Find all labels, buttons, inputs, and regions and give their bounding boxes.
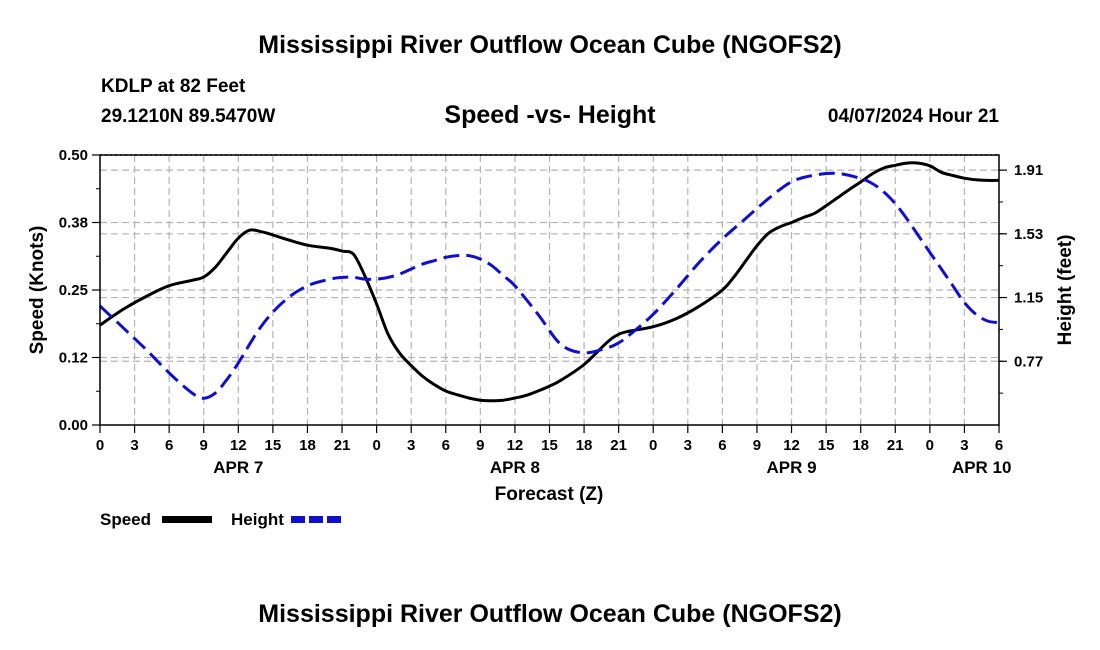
x-tick-label: 21	[887, 437, 904, 454]
legend-height-label: Height	[231, 510, 284, 529]
x-tick-label: 21	[610, 437, 627, 454]
x-tick-label: 18	[299, 437, 316, 454]
x-tick-label: 9	[200, 437, 208, 454]
height-series-line	[98, 171, 1000, 400]
y2-tick-label: 1.91	[1014, 162, 1043, 179]
y-tick-label: 0.38	[59, 215, 88, 232]
x-tick-label: 0	[926, 437, 934, 454]
chart-series	[98, 161, 1000, 403]
x-tick-label: 3	[960, 437, 968, 454]
speed-series-line	[99, 161, 1000, 403]
y2-tick-label: 0.77	[1014, 353, 1043, 370]
location-coordinates: 29.1210N 89.5470W	[101, 106, 276, 127]
legend-height-swatch	[291, 516, 343, 523]
x-tick-label: 6	[718, 437, 726, 454]
forecast-datetime: 04/07/2024 Hour 21	[827, 106, 999, 127]
station-label: KDLP at 82 Feet	[101, 76, 246, 97]
x-tick-label: 6	[442, 437, 450, 454]
y2-axis-label: Height (feet)	[1055, 235, 1076, 346]
x-tick-label: 15	[265, 437, 282, 454]
y-tick-label: 0.25	[59, 282, 88, 299]
x-tick-label: 3	[130, 437, 138, 454]
chart-title: Mississippi River Outflow Ocean Cube (NG…	[258, 31, 842, 59]
x-tick-label: 15	[818, 437, 835, 454]
x-tick-label: 18	[852, 437, 869, 454]
x-tick-label: 18	[576, 437, 593, 454]
x-tick-label: 15	[541, 437, 558, 454]
legend-speed-swatch	[162, 516, 212, 523]
x-tick-label: 9	[753, 437, 761, 454]
x-tick-label: 0	[372, 437, 380, 454]
x-tick-label: 21	[334, 437, 351, 454]
chart-axes: 0 3 6 9 12 15 18 21 0 3 6 9 12 15 18 21 0 3 6 9 12 15 18 21 0 3 6 A…	[59, 147, 1043, 477]
x-tick-label: 12	[507, 437, 524, 454]
date-label: APR 10	[952, 458, 1012, 477]
y2-tick-label: 1.53	[1014, 226, 1043, 243]
x-tick-label: 12	[783, 437, 800, 454]
chart-grid	[100, 155, 999, 425]
y-tick-label: 0.00	[59, 417, 88, 434]
x-tick-label: 6	[995, 437, 1003, 454]
x-tick-label: 12	[230, 437, 247, 454]
legend-speed-label: Speed	[100, 510, 152, 529]
date-label: APR 8	[490, 458, 540, 477]
x-tick-label: 6	[165, 437, 173, 454]
x-tick-label: 0	[649, 437, 657, 454]
footer-title: Mississippi River Outflow Ocean Cube (NG…	[258, 600, 842, 628]
y-tick-label: 0.50	[59, 147, 88, 164]
x-tick-label: 3	[407, 437, 415, 454]
x-tick-label: 0	[96, 437, 104, 454]
chart-subtitle: Speed -vs- Height	[444, 101, 656, 129]
x-axis-label: Forecast (Z)	[495, 484, 604, 505]
y2-tick-label: 1.15	[1014, 290, 1043, 307]
x-tick-label: 9	[476, 437, 484, 454]
x-tick-label: 3	[684, 437, 692, 454]
date-label: APR 9	[766, 458, 816, 477]
y-tick-label: 0.12	[59, 350, 88, 367]
y-axis-label: Speed (Knots)	[27, 226, 48, 355]
date-label: APR 7	[213, 458, 263, 477]
